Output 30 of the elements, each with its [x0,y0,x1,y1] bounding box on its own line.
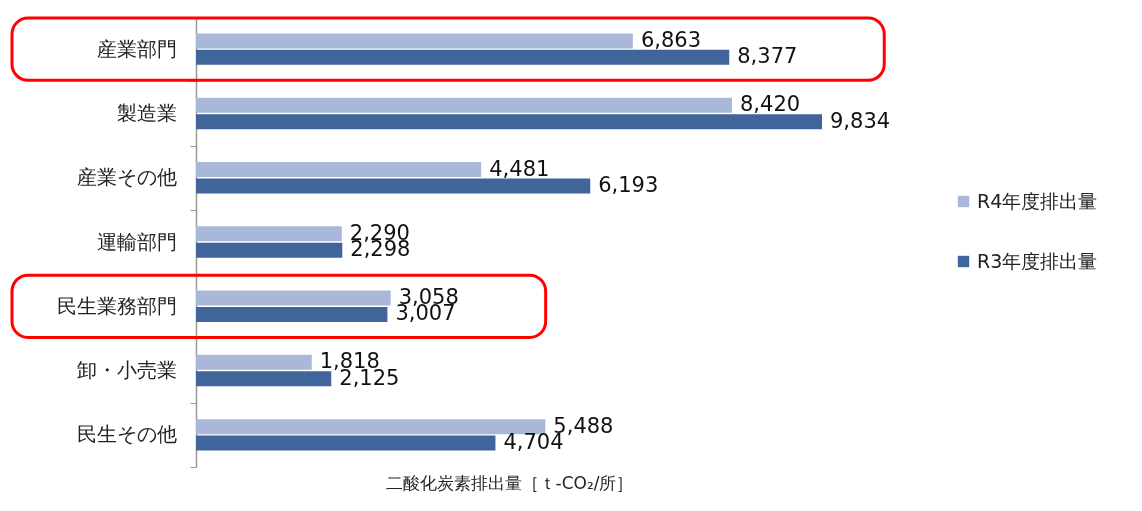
data-label: 8,377 [737,44,798,69]
data-label: 4,481 [489,156,550,181]
bar [196,33,633,49]
bar [196,114,822,130]
y-tick-label: 運輸部門 [96,229,177,254]
bar [196,290,391,306]
bar [196,97,732,113]
bar [196,226,342,242]
bar [196,435,496,451]
bar [196,162,482,178]
bar [196,354,312,370]
legend-label: R3年度排出量 [977,249,1098,272]
data-label: 8,420 [739,92,801,117]
legend-label: R4年度排出量 [977,189,1098,212]
bar [196,49,730,65]
data-label: 6,863 [640,27,701,52]
y-tick-label: 産業その他 [76,165,177,190]
bar [196,419,546,435]
x-axis-title: 二酸化炭素排出量［ｔ-CO₂/所］ [385,472,634,493]
bar [196,242,343,258]
y-tick-label: 民生その他 [76,422,177,447]
bar [196,178,591,194]
data-label: 9,834 [830,108,891,133]
y-tick-label: 産業部門 [96,36,177,61]
y-tick-label: 民生業務部門 [56,293,177,318]
bar [196,306,388,322]
y-tick-label: 製造業 [116,100,177,125]
data-label: 6,193 [598,172,659,197]
bar [196,371,332,387]
y-tick-label: 卸・小売業 [76,358,177,383]
